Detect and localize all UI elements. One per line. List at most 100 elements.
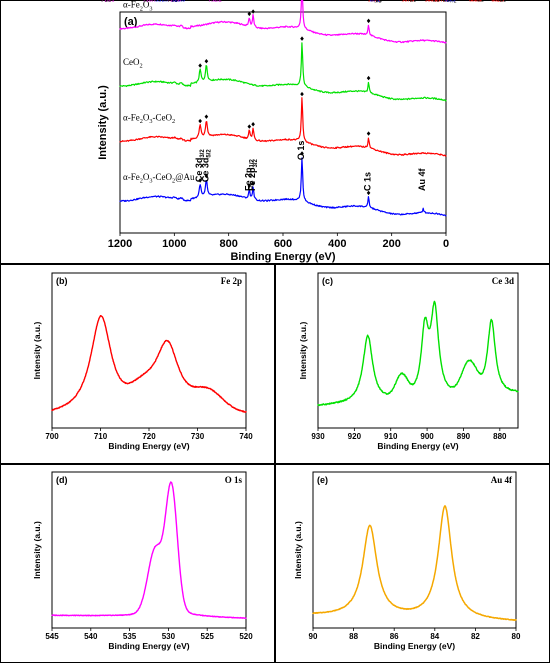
series-line <box>119 157 447 217</box>
peak-value-label: 529.6 <box>172 0 186 3</box>
peak-assignment-label: Fe 2p3/2 <box>247 158 258 191</box>
panel-label: (e) <box>317 475 328 485</box>
peak-assignment-label: O 1s <box>296 141 306 161</box>
series-line <box>119 0 447 44</box>
peak-value-label: 732.2 <box>208 0 222 3</box>
peak-value-label: 723.8 <box>167 0 181 3</box>
peak-name-label: Ce3+3d5/2 <box>479 0 506 4</box>
series-line <box>119 42 447 102</box>
peak-name-label: Ce4+3d3/2 <box>356 0 383 4</box>
peak-name-label: Au 4f5/2 <box>356 0 382 4</box>
x-tick-label: 730 <box>191 432 205 441</box>
peak-value-label: 897.9 <box>435 0 448 3</box>
peak-marker <box>247 11 252 17</box>
panel-c: 930 920 910 900 890 880 Binding Energy (eV) Int… <box>298 0 519 451</box>
panel-d: 545 540 535 530 525 520 Binding Energy (eV) Int… <box>32 0 253 651</box>
y-axis-title: Intensity (a.u.) <box>293 521 303 579</box>
x-tick-label: 0 <box>443 238 449 250</box>
panel-label: (b) <box>56 276 68 286</box>
panel-label: (c) <box>322 276 333 286</box>
peak-name-label: Fe 2p1/2 <box>155 0 178 4</box>
peak-marker <box>247 183 252 189</box>
series-label: α-Fe2O3-CeO2 <box>123 112 175 125</box>
x-tick-label: 525 <box>201 632 215 641</box>
x-tick-label: 82 <box>471 632 480 641</box>
x-axis-title: Binding Energy (eV) <box>230 251 335 263</box>
plot-frame <box>51 471 247 629</box>
figure-cell-border <box>0 0 550 264</box>
panel-b: 700 710 720 730 740 Binding Energy (eV) Intens… <box>32 0 253 451</box>
peak-value-label: 718.7 <box>143 0 157 3</box>
peak-marker <box>300 36 304 41</box>
plot-frame <box>312 471 517 629</box>
series-label: CeO2 <box>123 57 143 70</box>
peak-name-label: Ce4+3d5/2 <box>457 0 484 4</box>
peak-name-label: Ce3+3d3/2 <box>390 0 417 4</box>
x-tick-label: 700 <box>45 432 59 441</box>
x-tick-label: 84 <box>430 632 439 641</box>
x-tick-label: 545 <box>45 632 59 641</box>
x-axis-title: Binding Energy (eV) <box>108 441 189 451</box>
peak-marker <box>366 190 371 196</box>
x-tick-label: 400 <box>328 238 346 250</box>
x-tick-label: 530 <box>162 632 176 641</box>
x-axis-title: Binding Energy (eV) <box>374 641 455 651</box>
x-tick-label: 600 <box>274 238 292 250</box>
y-axis-title: Intensity (a.u.) <box>298 322 308 380</box>
peak-marker <box>204 173 209 179</box>
x-tick-label: 740 <box>239 432 253 441</box>
peak-assignment-label: C 1s <box>363 172 373 191</box>
panel-title: Ce 3d <box>492 276 514 286</box>
peak-assignment-label: Fe 2p1/2 <box>244 158 255 191</box>
peak-marker <box>251 181 255 186</box>
y-axis-title: Intensity (a.u.) <box>32 521 42 579</box>
panel-a: 1200 1000 800 600 400 200 0 Binding Energy (eV)… <box>97 0 449 263</box>
peak-name-label: Ce4+3d5/2 <box>423 0 450 4</box>
peak-name-label: Ce3+3d3/2 <box>413 0 440 4</box>
x-tick-label: 710 <box>94 432 108 441</box>
peak-name-label: Satellite <box>119 0 142 2</box>
peak-marker <box>251 9 255 14</box>
series-label: α-Fe2O3-CeO2@Au <box>123 172 195 185</box>
x-tick-label: 930 <box>311 432 325 441</box>
peak-marker <box>300 151 304 156</box>
peak-value-label: 531.7 <box>155 0 169 3</box>
series-line <box>51 314 247 413</box>
peak-value-label: 900.6 <box>425 0 438 3</box>
peak-marker <box>198 63 202 68</box>
x-tick-label: 720 <box>142 432 156 441</box>
y-axis-title: Intensity (a.u.) <box>32 322 42 380</box>
peak-marker <box>300 91 304 97</box>
series-line <box>51 481 247 619</box>
plot-frame <box>317 272 519 429</box>
panel-label: (d) <box>56 475 68 485</box>
panel-title: Au 4f <box>491 475 513 485</box>
peak-marker <box>198 118 202 124</box>
peak-value-label: 907.0 <box>402 0 415 3</box>
x-tick-label: 1000 <box>162 238 186 250</box>
peak-value-label: 87.2 <box>370 0 381 3</box>
x-tick-label: 800 <box>219 238 237 250</box>
peak-name-label: Fe 2p3/2 <box>89 0 112 4</box>
y-axis-title: Intensity (a.u.) <box>97 85 109 160</box>
x-tick-label: 80 <box>512 632 521 641</box>
x-tick-label: 900 <box>420 432 434 441</box>
peak-value-label: 888.4 <box>469 0 482 3</box>
panel-e: 90 88 86 84 82 80 Binding Energy (eV) Intensity… <box>293 0 521 651</box>
peak-value-label: 882.3 <box>491 0 504 3</box>
x-axis-title: Binding Energy (eV) <box>108 641 189 651</box>
peak-assignment-label: Ce 3d5/2 <box>201 149 212 183</box>
x-tick-label: 540 <box>84 632 98 641</box>
peak-marker <box>204 114 209 119</box>
peak-marker <box>366 75 371 81</box>
peak-marker <box>204 59 209 64</box>
peak-marker <box>366 18 371 24</box>
figure-cell-border <box>0 264 275 464</box>
x-tick-label: 890 <box>457 432 471 441</box>
x-tick-label: 88 <box>349 632 358 641</box>
peak-assignment-label: Ce 3d3/2 <box>195 149 206 183</box>
x-tick-label: 520 <box>239 632 253 641</box>
peak-marker <box>198 178 202 183</box>
x-tick-label: 90 <box>309 632 318 641</box>
